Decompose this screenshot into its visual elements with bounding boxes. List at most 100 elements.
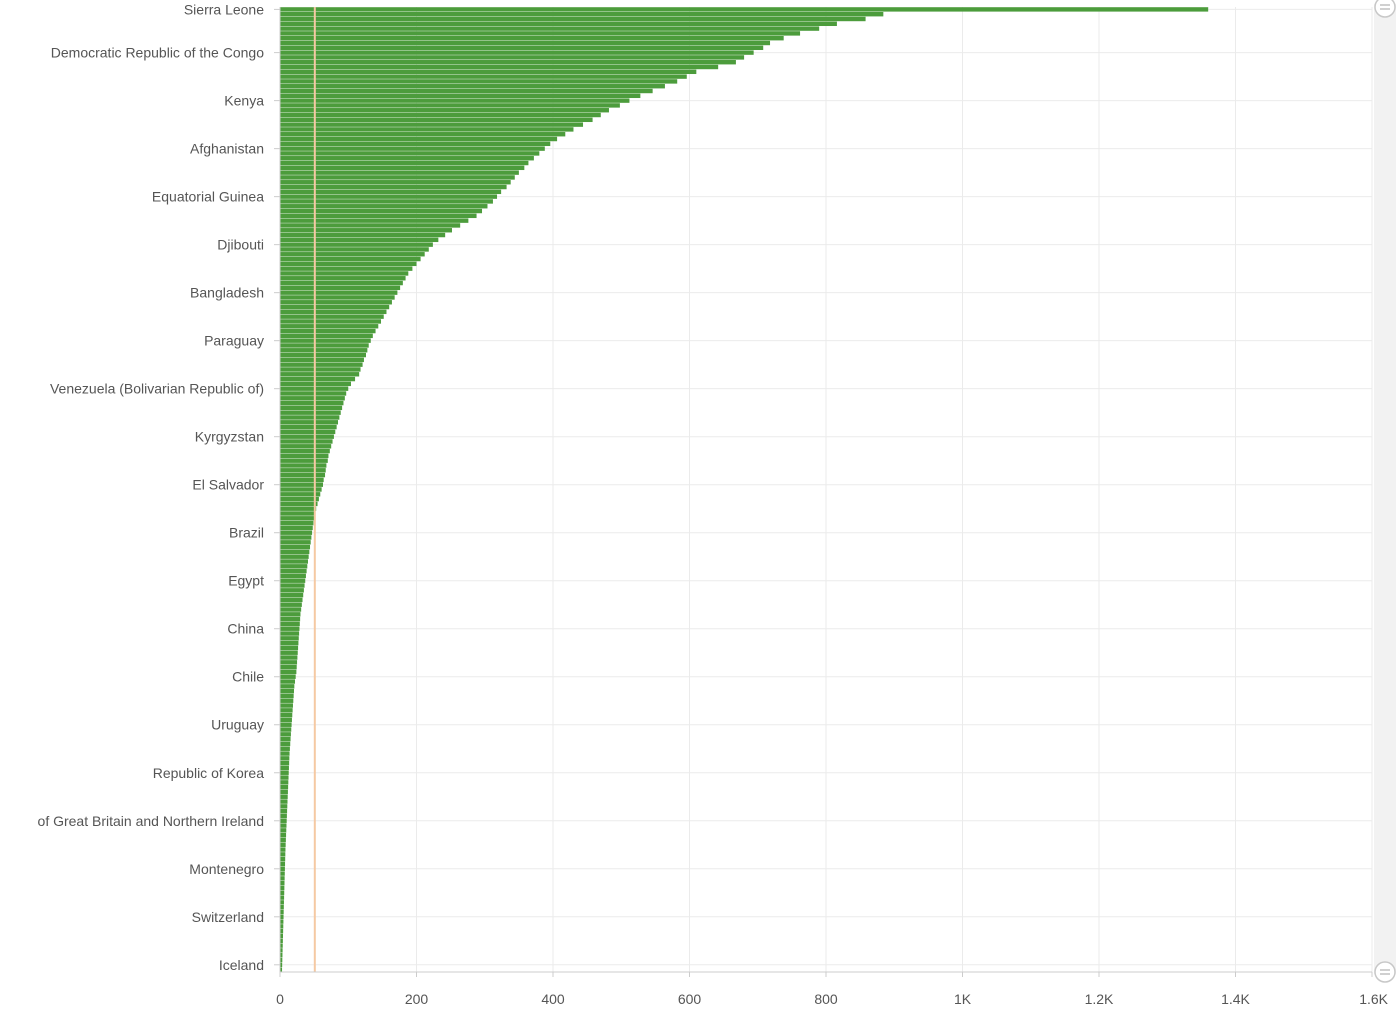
- bar[interactable]: [280, 304, 390, 310]
- bar[interactable]: [280, 367, 361, 372]
- bar[interactable]: [280, 871, 285, 876]
- bar[interactable]: [280, 55, 745, 60]
- bar[interactable]: [280, 784, 289, 790]
- bar[interactable]: [280, 722, 292, 727]
- bar[interactable]: [280, 12, 884, 17]
- bar[interactable]: [280, 597, 303, 603]
- bar[interactable]: [280, 626, 300, 631]
- bar[interactable]: [280, 16, 866, 22]
- bar[interactable]: [280, 636, 299, 641]
- bar[interactable]: [280, 45, 764, 51]
- bar[interactable]: [280, 952, 283, 958]
- bar[interactable]: [280, 573, 306, 579]
- bar[interactable]: [280, 31, 801, 36]
- bar[interactable]: [280, 554, 309, 559]
- bar[interactable]: [280, 261, 417, 267]
- bar[interactable]: [280, 866, 285, 871]
- bar[interactable]: [280, 223, 461, 228]
- bar[interactable]: [280, 813, 287, 819]
- bar[interactable]: [280, 794, 288, 799]
- bar[interactable]: [280, 170, 519, 175]
- bar[interactable]: [280, 496, 319, 502]
- bar[interactable]: [280, 727, 292, 732]
- bar[interactable]: [280, 679, 296, 684]
- bar[interactable]: [280, 583, 305, 588]
- bar[interactable]: [280, 751, 290, 756]
- bar[interactable]: [280, 439, 333, 444]
- bar[interactable]: [280, 352, 366, 358]
- bar[interactable]: [280, 391, 347, 396]
- bar[interactable]: [280, 482, 323, 487]
- bar[interactable]: [280, 189, 502, 195]
- bar[interactable]: [280, 333, 373, 339]
- bar[interactable]: [280, 799, 288, 804]
- bar[interactable]: [280, 607, 302, 612]
- bar[interactable]: [280, 256, 421, 262]
- bar[interactable]: [280, 79, 678, 84]
- bar[interactable]: [280, 151, 540, 156]
- bar[interactable]: [280, 885, 285, 891]
- bar[interactable]: [280, 895, 285, 900]
- bar[interactable]: [280, 904, 284, 910]
- bar[interactable]: [280, 852, 286, 857]
- bar[interactable]: [280, 900, 284, 905]
- bar[interactable]: [280, 943, 283, 948]
- bar[interactable]: [280, 621, 300, 627]
- bar[interactable]: [280, 362, 363, 367]
- bar[interactable]: [280, 146, 545, 151]
- bar[interactable]: [280, 592, 304, 598]
- bar[interactable]: [280, 760, 290, 766]
- bar[interactable]: [280, 823, 287, 828]
- bar[interactable]: [280, 650, 298, 655]
- bar[interactable]: [280, 338, 371, 343]
- bar[interactable]: [280, 112, 601, 118]
- bar[interactable]: [280, 271, 409, 276]
- bar[interactable]: [280, 410, 341, 415]
- scroll-handle-icon[interactable]: [1374, 961, 1396, 983]
- bar[interactable]: [280, 880, 285, 886]
- bar[interactable]: [280, 141, 551, 147]
- bar[interactable]: [280, 213, 477, 219]
- bar[interactable]: [280, 400, 344, 406]
- bar[interactable]: [280, 396, 345, 401]
- bar[interactable]: [280, 837, 286, 843]
- bar[interactable]: [280, 453, 329, 459]
- bar[interactable]: [280, 36, 784, 41]
- bar[interactable]: [280, 861, 286, 867]
- bar[interactable]: [280, 420, 339, 425]
- bar[interactable]: [280, 842, 286, 847]
- bar[interactable]: [280, 117, 593, 123]
- bar[interactable]: [280, 938, 283, 943]
- bar[interactable]: [280, 664, 297, 670]
- bar[interactable]: [280, 612, 301, 617]
- bar[interactable]: [280, 487, 322, 492]
- bar[interactable]: [280, 309, 387, 315]
- bar[interactable]: [280, 319, 382, 324]
- bar[interactable]: [280, 928, 284, 934]
- bar[interactable]: [280, 156, 534, 161]
- bar[interactable]: [280, 746, 290, 751]
- bar[interactable]: [280, 756, 290, 761]
- bar[interactable]: [280, 424, 337, 430]
- bar[interactable]: [280, 108, 609, 113]
- bar[interactable]: [280, 132, 566, 137]
- bar[interactable]: [280, 876, 285, 881]
- bar[interactable]: [280, 775, 289, 780]
- bar[interactable]: [280, 204, 488, 209]
- bar[interactable]: [280, 602, 302, 607]
- bar[interactable]: [280, 40, 771, 46]
- bar[interactable]: [280, 909, 284, 915]
- bar[interactable]: [280, 276, 406, 281]
- bar[interactable]: [280, 93, 641, 99]
- bar[interactable]: [280, 160, 529, 166]
- bar[interactable]: [280, 516, 315, 521]
- bar[interactable]: [280, 640, 299, 646]
- bar[interactable]: [280, 252, 425, 257]
- bar[interactable]: [280, 69, 697, 75]
- bar[interactable]: [280, 242, 433, 247]
- bar[interactable]: [280, 74, 687, 79]
- bar[interactable]: [280, 458, 328, 463]
- bar[interactable]: [280, 300, 392, 305]
- bar[interactable]: [280, 525, 313, 531]
- bar[interactable]: [280, 232, 446, 238]
